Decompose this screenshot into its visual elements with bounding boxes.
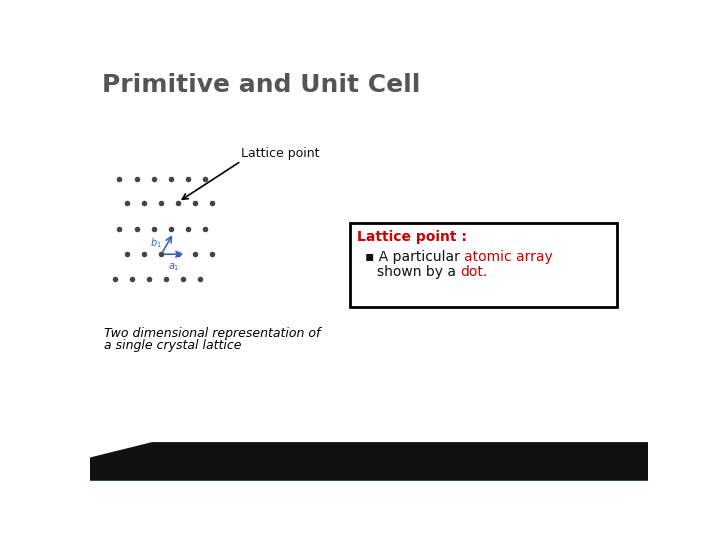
Text: dot.: dot.	[460, 265, 487, 279]
Text: ▪ A particular: ▪ A particular	[365, 249, 464, 264]
Text: atomic array: atomic array	[464, 249, 553, 264]
Text: Two dimensional representation of: Two dimensional representation of	[104, 327, 320, 340]
FancyBboxPatch shape	[350, 222, 617, 307]
Polygon shape	[90, 456, 648, 481]
Text: Lattice point :: Lattice point :	[357, 231, 467, 244]
Polygon shape	[90, 442, 648, 481]
Text: Primitive and Unit Cell: Primitive and Unit Cell	[102, 72, 420, 97]
Text: Lattice point: Lattice point	[241, 147, 320, 160]
Text: shown by a: shown by a	[377, 265, 460, 279]
Polygon shape	[90, 448, 648, 481]
Polygon shape	[90, 465, 648, 481]
Text: a single crystal lattice: a single crystal lattice	[104, 339, 241, 352]
Text: $a_1$: $a_1$	[168, 261, 179, 273]
Text: $b_1$: $b_1$	[150, 237, 162, 251]
